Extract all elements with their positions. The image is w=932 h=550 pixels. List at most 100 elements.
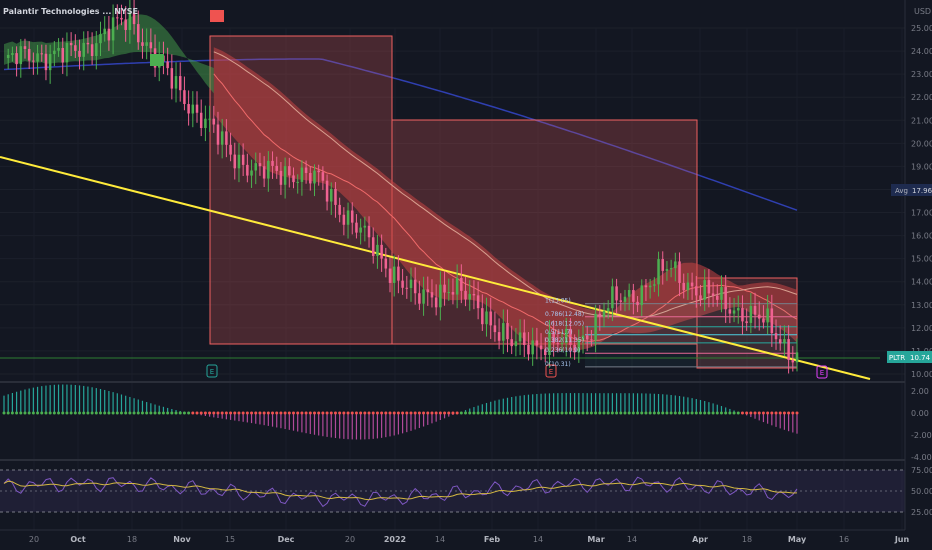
candle-body bbox=[69, 42, 73, 46]
candle-body bbox=[632, 290, 635, 302]
macd-signal-dot bbox=[157, 411, 161, 415]
candle-body bbox=[497, 332, 501, 341]
candle-body bbox=[447, 292, 451, 294]
macd-axis[interactable]: 2.00 0.00 -2.00 -4.00 bbox=[911, 387, 932, 462]
candle-body bbox=[720, 287, 723, 300]
fib-level-label: 0.618(12.05) bbox=[545, 321, 584, 328]
macd-signal-dot bbox=[438, 411, 442, 415]
rsi-axis[interactable]: 75.00 50.00 25.00 bbox=[911, 466, 932, 517]
macd-signal-dot bbox=[237, 411, 241, 415]
candle-body bbox=[99, 34, 102, 44]
ribbon-mid-line bbox=[213, 73, 798, 343]
candle-body bbox=[602, 311, 606, 317]
macd-signal-dot bbox=[61, 411, 65, 415]
svg-text:10.74: 10.74 bbox=[910, 354, 931, 362]
candle-body bbox=[510, 339, 513, 347]
macd-signal-dot bbox=[678, 411, 682, 415]
price-tick-label: 25.00 bbox=[911, 24, 932, 33]
candle-body bbox=[539, 345, 543, 350]
time-tick-label: Feb bbox=[484, 535, 501, 544]
candle-body bbox=[388, 268, 392, 283]
candle-body bbox=[225, 131, 228, 145]
macd-signal-dot bbox=[598, 411, 602, 415]
candle-body bbox=[686, 282, 690, 291]
candle-body bbox=[514, 341, 518, 347]
price-tick-label: 14.00 bbox=[911, 278, 932, 287]
candle-body bbox=[606, 308, 610, 312]
candle-body bbox=[611, 286, 614, 309]
price-tick-label: 17.00 bbox=[911, 209, 932, 218]
macd-signal-dot bbox=[312, 411, 316, 415]
macd-signal-dot bbox=[661, 411, 665, 415]
macd-signal-dot bbox=[245, 411, 249, 415]
candle-body bbox=[116, 17, 119, 19]
macd-signal-dot bbox=[149, 411, 153, 415]
time-tick-label: 20 bbox=[345, 535, 355, 544]
chart-title: Palantir Technologies ... NYSE bbox=[3, 7, 138, 16]
macd-signal-dot bbox=[153, 411, 157, 415]
candle-body bbox=[455, 278, 459, 295]
time-tick-label: Mar bbox=[587, 535, 604, 544]
candle-body bbox=[661, 259, 664, 271]
candle-body bbox=[355, 222, 358, 233]
candle-body bbox=[137, 24, 140, 43]
macd-signal-dot bbox=[556, 411, 560, 415]
candle-body bbox=[250, 170, 253, 176]
candle-body bbox=[15, 53, 18, 65]
candle-body bbox=[359, 227, 362, 233]
macd-signal-dot bbox=[182, 411, 186, 415]
svg-text:Avg: Avg bbox=[895, 187, 908, 195]
macd-signal-dot bbox=[216, 411, 220, 415]
macd-signal-dot bbox=[464, 411, 468, 415]
macd-signal-dot bbox=[711, 411, 715, 415]
price-tick-label: 15.00 bbox=[911, 255, 932, 264]
candle-body bbox=[258, 163, 262, 167]
candle-body bbox=[195, 104, 199, 113]
macd-signal-dot bbox=[40, 411, 44, 415]
candle-body bbox=[669, 268, 673, 270]
macd-signal-dot bbox=[166, 411, 170, 415]
macd-signal-dot bbox=[648, 411, 652, 415]
macd-signal-dot bbox=[78, 411, 82, 415]
earnings-marker-1[interactable]: E bbox=[206, 364, 218, 378]
price-tick-label: 22.00 bbox=[911, 93, 932, 102]
candle-body bbox=[103, 28, 106, 35]
candle-body bbox=[397, 266, 400, 281]
earnings-marker-3[interactable]: E bbox=[816, 365, 828, 379]
candle-body bbox=[220, 131, 224, 145]
fib-level-label: 0.5(11.7) bbox=[545, 329, 573, 336]
candle-body bbox=[531, 340, 534, 355]
avg-price-tag: Avg 17.96 bbox=[891, 184, 932, 196]
time-tick-label: 2022 bbox=[384, 535, 406, 544]
macd-signal-dot bbox=[375, 411, 379, 415]
candle-body bbox=[330, 188, 333, 202]
macd-signal-dot bbox=[766, 411, 770, 415]
candle-body bbox=[90, 44, 94, 57]
time-axis[interactable]: 20 Oct 18 Nov 15 Dec 20 2022 14 Feb 14 Mar 14 Apr 18 Ma… bbox=[29, 535, 910, 544]
yellow-trendline[interactable] bbox=[0, 156, 871, 380]
macd-signal-dot bbox=[65, 411, 69, 415]
macd-tick-label: -4.00 bbox=[911, 453, 932, 462]
macd-signal-dot bbox=[669, 411, 673, 415]
candle-body bbox=[506, 323, 509, 340]
macd-signal-dot bbox=[380, 411, 384, 415]
macd-signal-dot bbox=[178, 411, 182, 415]
candle-body bbox=[598, 313, 602, 317]
candle-body bbox=[476, 295, 480, 309]
macd-signal-dot bbox=[254, 411, 258, 415]
earnings-marker-2[interactable]: E bbox=[545, 364, 557, 378]
candle-body bbox=[367, 225, 371, 238]
macd-tick-label: -2.00 bbox=[911, 431, 932, 440]
price-tick-label: 23.00 bbox=[911, 70, 932, 79]
signal-box-red bbox=[210, 10, 224, 22]
macd-signal-dot bbox=[384, 411, 388, 415]
candle-body bbox=[174, 76, 178, 89]
macd-signal-dot bbox=[342, 411, 346, 415]
macd-signal-dot bbox=[119, 411, 123, 415]
candle-body bbox=[485, 311, 488, 325]
candle-body bbox=[199, 112, 203, 129]
candle-body bbox=[229, 144, 232, 155]
fib-level-label: 0.236(10.9) bbox=[545, 347, 580, 354]
macd-signal-dot bbox=[396, 411, 400, 415]
